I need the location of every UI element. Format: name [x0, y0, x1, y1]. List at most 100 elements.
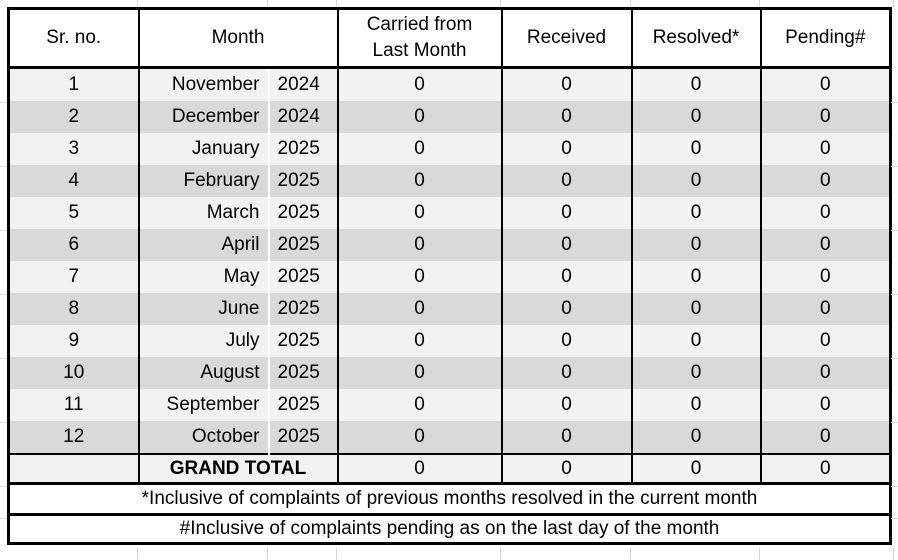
cell-month-year[interactable]: 2024 [267, 67, 339, 101]
cell-month-name[interactable]: January [137, 133, 270, 165]
cell-resolved[interactable]: 0 [630, 229, 762, 261]
cell-month-year[interactable]: 2025 [267, 357, 339, 389]
cell-month-name[interactable]: September [137, 389, 270, 421]
cell-carried[interactable]: 0 [336, 165, 503, 197]
cell-sr-no[interactable]: 3 [7, 133, 140, 165]
cell-received[interactable]: 0 [500, 197, 633, 229]
cell-pending[interactable]: 0 [759, 357, 892, 389]
cell-carried[interactable]: 0 [336, 421, 503, 454]
cell-resolved[interactable]: 0 [630, 325, 762, 357]
header-carried-from-last-month[interactable]: Carried from Last Month [336, 7, 503, 69]
cell-month-year[interactable]: 2025 [267, 421, 339, 454]
cell-month-name[interactable]: August [137, 357, 270, 389]
grand-total-pending[interactable]: 0 [759, 453, 892, 485]
header-resolved[interactable]: Resolved* [630, 7, 762, 69]
cell-resolved[interactable]: 0 [630, 293, 762, 325]
cell-sr-no[interactable]: 6 [7, 229, 140, 261]
cell-month-year[interactable]: 2025 [267, 133, 339, 165]
month-row: 4 February 2025 0 0 0 0 [7, 165, 892, 197]
cell-resolved[interactable]: 0 [630, 357, 762, 389]
grand-total-label[interactable]: GRAND TOTAL [137, 453, 339, 485]
cell-month-year[interactable]: 2025 [267, 389, 339, 421]
cell-month-year[interactable]: 2025 [267, 293, 339, 325]
cell-sr-no[interactable]: 2 [7, 101, 140, 133]
cell-carried[interactable]: 0 [336, 389, 503, 421]
cell-month-year[interactable]: 2025 [267, 325, 339, 357]
header-month[interactable]: Month [137, 7, 339, 69]
cell-carried[interactable]: 0 [336, 197, 503, 229]
cell-pending[interactable]: 0 [759, 261, 892, 293]
cell-sr-no[interactable]: 9 [7, 325, 140, 357]
header-pending[interactable]: Pending# [759, 7, 892, 69]
cell-carried[interactable]: 0 [336, 229, 503, 261]
cell-pending[interactable]: 0 [759, 389, 892, 421]
cell-received[interactable]: 0 [500, 133, 633, 165]
cell-received[interactable]: 0 [500, 325, 633, 357]
header-received[interactable]: Received [500, 7, 633, 69]
cell-received[interactable]: 0 [500, 229, 633, 261]
cell-carried[interactable]: 0 [336, 101, 503, 133]
cell-pending[interactable]: 0 [759, 421, 892, 454]
cell-received[interactable]: 0 [500, 293, 633, 325]
cell-carried[interactable]: 0 [336, 293, 503, 325]
cell-month-name[interactable]: December [137, 101, 270, 133]
header-sr-no[interactable]: Sr. no. [7, 7, 140, 69]
cell-carried[interactable]: 0 [336, 357, 503, 389]
cell-pending[interactable]: 0 [759, 165, 892, 197]
cell-month-name[interactable]: June [137, 293, 270, 325]
cell-pending[interactable]: 0 [759, 67, 892, 101]
cell-resolved[interactable]: 0 [630, 67, 762, 101]
grand-total-carried[interactable]: 0 [336, 453, 503, 485]
cell-pending[interactable]: 0 [759, 197, 892, 229]
cell-sr-no[interactable]: 8 [7, 293, 140, 325]
month-row: 6 April 2025 0 0 0 0 [7, 229, 892, 261]
grand-total-received[interactable]: 0 [500, 453, 633, 485]
cell-month-name[interactable]: April [137, 229, 270, 261]
cell-pending[interactable]: 0 [759, 101, 892, 133]
cell-month-name[interactable]: July [137, 325, 270, 357]
cell-sr-no[interactable]: 4 [7, 165, 140, 197]
cell-sr-no[interactable]: 12 [7, 421, 140, 454]
cell-carried[interactable]: 0 [336, 67, 503, 101]
gridline-tick [891, 166, 898, 167]
grand-total-resolved[interactable]: 0 [630, 453, 762, 485]
grand-total-sr-empty[interactable] [7, 453, 140, 485]
cell-month-year[interactable]: 2025 [267, 261, 339, 293]
cell-month-name[interactable]: November [137, 67, 270, 101]
cell-received[interactable]: 0 [500, 357, 633, 389]
cell-month-year[interactable]: 2025 [267, 197, 339, 229]
cell-month-year[interactable]: 2025 [267, 229, 339, 261]
cell-resolved[interactable]: 0 [630, 197, 762, 229]
cell-received[interactable]: 0 [500, 421, 633, 454]
cell-resolved[interactable]: 0 [630, 389, 762, 421]
cell-received[interactable]: 0 [500, 389, 633, 421]
cell-carried[interactable]: 0 [336, 133, 503, 165]
cell-resolved[interactable]: 0 [630, 421, 762, 454]
cell-month-name[interactable]: February [137, 165, 270, 197]
cell-month-name[interactable]: May [137, 261, 270, 293]
cell-resolved[interactable]: 0 [630, 101, 762, 133]
cell-sr-no[interactable]: 11 [7, 389, 140, 421]
cell-pending[interactable]: 0 [759, 325, 892, 357]
cell-pending[interactable]: 0 [759, 293, 892, 325]
cell-resolved[interactable]: 0 [630, 133, 762, 165]
cell-received[interactable]: 0 [500, 101, 633, 133]
cell-pending[interactable]: 0 [759, 133, 892, 165]
cell-sr-no[interactable]: 7 [7, 261, 140, 293]
cell-pending[interactable]: 0 [759, 229, 892, 261]
cell-month-name[interactable]: March [137, 197, 270, 229]
cell-sr-no[interactable]: 5 [7, 197, 140, 229]
cell-received[interactable]: 0 [500, 261, 633, 293]
cell-resolved[interactable]: 0 [630, 261, 762, 293]
cell-sr-no[interactable]: 1 [7, 67, 140, 101]
cell-month-name[interactable]: October [137, 421, 270, 454]
cell-month-year[interactable]: 2024 [267, 101, 339, 133]
cell-received[interactable]: 0 [500, 67, 633, 101]
cell-carried[interactable]: 0 [336, 261, 503, 293]
cell-sr-no[interactable]: 10 [7, 357, 140, 389]
cell-resolved[interactable]: 0 [630, 165, 762, 197]
gridline-tick [0, 102, 7, 103]
cell-carried[interactable]: 0 [336, 325, 503, 357]
cell-received[interactable]: 0 [500, 165, 633, 197]
cell-month-year[interactable]: 2025 [267, 165, 339, 197]
